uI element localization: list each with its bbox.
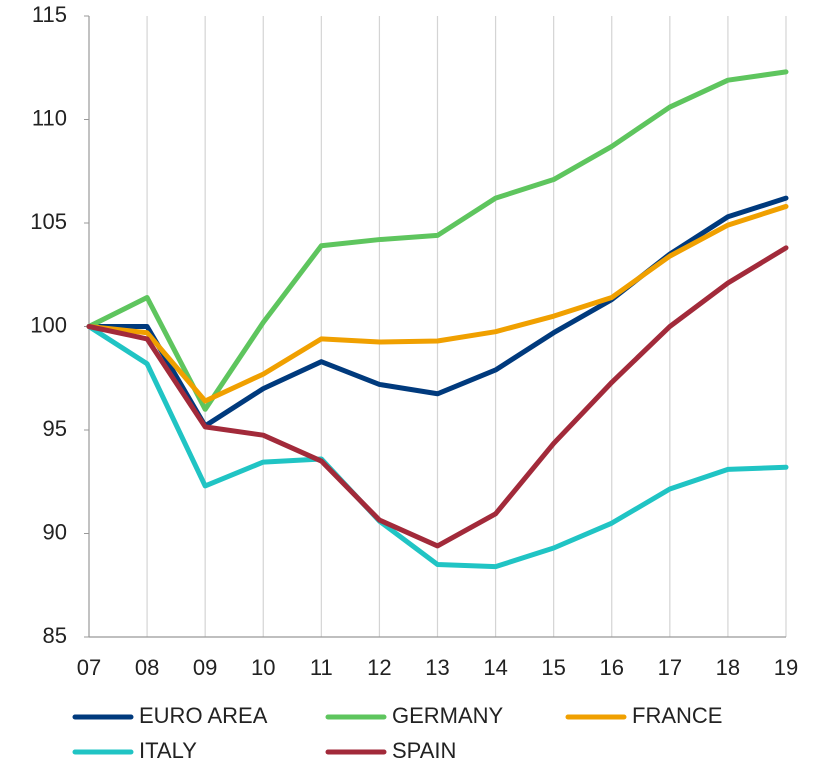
x-tick-label: 15 xyxy=(541,655,565,680)
x-tick-label: 14 xyxy=(483,655,507,680)
x-tick-label: 07 xyxy=(77,655,101,680)
x-tick-label: 13 xyxy=(425,655,449,680)
legend-label: GERMANY xyxy=(392,703,504,728)
y-tick-label: 95 xyxy=(43,416,67,441)
legend-label: SPAIN xyxy=(392,738,456,763)
x-tick-label: 16 xyxy=(600,655,624,680)
legend-label: EURO AREA xyxy=(139,703,268,728)
y-tick-label: 110 xyxy=(32,105,67,130)
x-tick-label: 17 xyxy=(658,655,682,680)
x-tick-label: 12 xyxy=(367,655,391,680)
x-tick-label: 11 xyxy=(310,655,333,680)
line-series xyxy=(86,203,789,404)
x-tick-label: 09 xyxy=(193,655,217,680)
x-tick-label: 19 xyxy=(774,655,798,680)
x-tick-label: 08 xyxy=(135,655,159,680)
y-tick-label: 85 xyxy=(43,623,67,648)
line-series xyxy=(86,69,789,412)
y-tick-label: 115 xyxy=(32,2,67,27)
line-series xyxy=(86,245,789,549)
x-tick-label: 18 xyxy=(716,655,740,680)
y-tick-label: 100 xyxy=(30,312,67,337)
y-tick-label: 90 xyxy=(43,519,67,544)
legend-label: ITALY xyxy=(139,738,197,763)
x-tick-label: 10 xyxy=(251,655,275,680)
y-tick-label: 105 xyxy=(30,209,67,234)
line-series xyxy=(86,324,789,570)
legend-label: FRANCE xyxy=(632,703,722,728)
